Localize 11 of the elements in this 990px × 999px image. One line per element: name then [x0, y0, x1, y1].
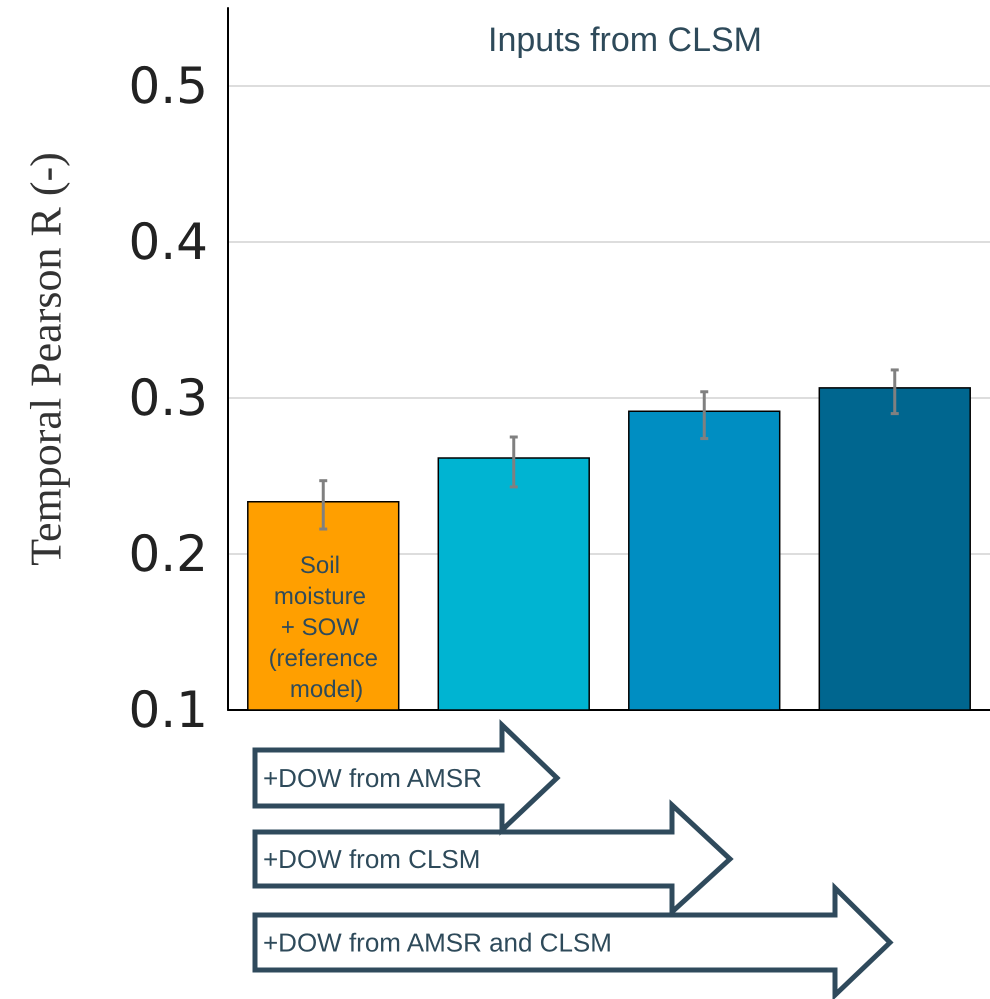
- x-tick-label: Soil moisture + SOW (reference model): [268, 552, 378, 703]
- text: +DOW from AMSR: [263, 763, 482, 793]
- y-tick-label: 0.1: [128, 681, 208, 739]
- chart-title: Inputs from CLSM: [488, 21, 762, 59]
- y-tick-label: 0.4: [128, 213, 208, 271]
- y-tick-label: 0.3: [128, 369, 208, 427]
- y-axis-title: Temporal Pearson R (-): [22, 152, 70, 566]
- text: +DOW from AMSR and CLSM: [263, 928, 612, 958]
- text: +DOW from CLSM: [263, 844, 480, 874]
- y-tick-label: 0.5: [128, 57, 208, 115]
- y-tick-label: 0.2: [128, 525, 208, 583]
